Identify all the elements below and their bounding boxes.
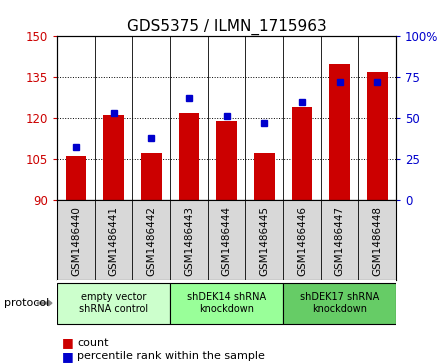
Bar [292,107,312,200]
Text: ■: ■ [62,350,73,363]
Text: GSM1486445: GSM1486445 [259,206,269,276]
Text: GSM1486442: GSM1486442 [147,206,156,276]
Text: shDEK17 shRNA
knockdown: shDEK17 shRNA knockdown [300,292,379,314]
Bar [103,115,124,200]
Text: GSM1486446: GSM1486446 [297,206,307,276]
Text: empty vector
shRNA control: empty vector shRNA control [79,292,148,314]
Text: GSM1486440: GSM1486440 [71,206,81,276]
FancyBboxPatch shape [170,283,283,325]
Bar [179,113,199,200]
Text: protocol: protocol [4,298,50,308]
Bar [141,153,161,200]
Text: shDEK14 shRNA
knockdown: shDEK14 shRNA knockdown [187,292,266,314]
FancyBboxPatch shape [283,283,396,325]
Text: count: count [77,338,109,348]
Text: GSM1486443: GSM1486443 [184,206,194,276]
Bar [216,121,237,200]
Text: GSM1486447: GSM1486447 [334,206,345,276]
Text: percentile rank within the sample: percentile rank within the sample [77,351,265,362]
Bar [66,156,86,200]
Bar [329,64,350,200]
Text: GSM1486448: GSM1486448 [372,206,382,276]
Text: GSM1486441: GSM1486441 [109,206,119,276]
FancyBboxPatch shape [57,283,170,325]
Bar [254,153,275,200]
Bar [367,72,388,200]
Text: GSM1486444: GSM1486444 [222,206,231,276]
Text: ■: ■ [62,337,73,350]
Title: GDS5375 / ILMN_1715963: GDS5375 / ILMN_1715963 [127,19,326,35]
